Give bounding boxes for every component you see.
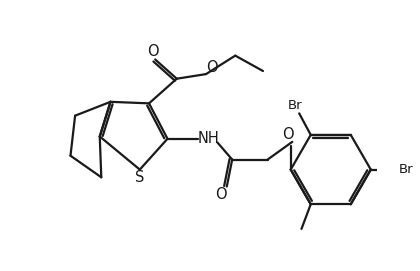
Text: O: O (283, 127, 294, 142)
Text: O: O (147, 44, 159, 59)
Text: O: O (215, 187, 226, 202)
Text: Br: Br (288, 99, 303, 112)
Text: NH: NH (197, 131, 219, 146)
Text: O: O (206, 60, 218, 75)
Text: Br: Br (399, 163, 414, 176)
Text: S: S (135, 170, 144, 185)
